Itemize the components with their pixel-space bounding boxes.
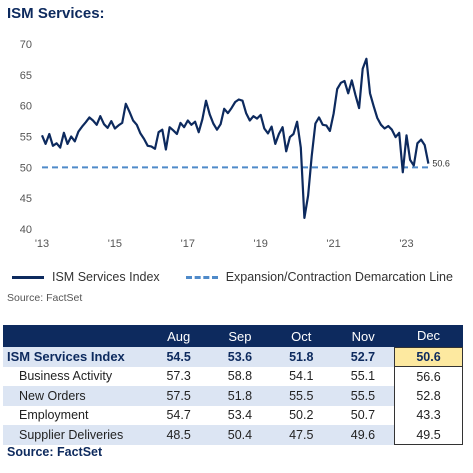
y-tick-label: 70 xyxy=(20,39,32,51)
x-tick-label: '21 xyxy=(326,238,340,250)
table-cell: 51.8 xyxy=(270,347,332,367)
y-tick-label: 55 xyxy=(20,132,32,144)
table-cell-latest: 52.8 xyxy=(394,386,463,406)
table-cell: 47.5 xyxy=(270,425,332,445)
table-cell: 55.1 xyxy=(350,369,376,384)
table-cell: 50.4 xyxy=(209,425,271,445)
table-row: Employment 54.7 53.4 50.2 50.7 43.3 xyxy=(3,405,463,425)
table-cell: 55.5 xyxy=(331,386,395,406)
table-cell: 49.6 xyxy=(331,425,395,445)
ism-services-index-line xyxy=(40,57,430,219)
y-axis: 40 45 50 55 60 65 70 xyxy=(20,39,32,236)
table-cell: 51.8 xyxy=(209,386,271,406)
table-cell: 54.5 xyxy=(148,347,210,367)
y-tick-label: 65 xyxy=(20,70,32,82)
table-cell: 50.2 xyxy=(289,408,314,423)
row-label: Business Activity xyxy=(19,369,113,384)
table-row: New Orders 57.5 51.8 55.5 55.5 52.8 xyxy=(3,386,463,406)
line-chart: 40 45 50 55 60 65 70 '13 '15 '17 '19 '21 '23 50.6 xyxy=(20,39,450,250)
row-label: Employment xyxy=(19,408,89,423)
table-header-aug: Aug xyxy=(148,325,210,347)
table-row: Business Activity 57.3 58.8 54.1 55.1 56… xyxy=(3,366,463,386)
x-tick-label: '17 xyxy=(181,238,195,250)
table-cell: 57.3 xyxy=(166,369,191,384)
table-row: ISM Services Index 54.5 53.6 51.8 52.7 5… xyxy=(3,346,463,367)
table-cell-latest: 49.5 xyxy=(394,425,463,445)
y-tick-label: 40 xyxy=(20,224,32,236)
legend-item-demarcation: Expansion/Contraction Demarcation Line xyxy=(160,270,453,284)
legend: ISM Services Index Expansion/Contraction… xyxy=(12,269,453,285)
table-header-sep: Sep xyxy=(209,325,271,347)
table-cell: 53.4 xyxy=(227,408,253,423)
table-header-nov: Nov xyxy=(331,325,395,347)
x-tick-label: '23 xyxy=(399,238,413,250)
table-cell: 57.5 xyxy=(148,386,210,406)
table-source: Source: FactSet xyxy=(7,445,103,459)
table-header-row: Aug Sep Oct Nov Dec xyxy=(3,325,463,347)
x-tick-label: '19 xyxy=(254,238,268,250)
y-tick-label: 60 xyxy=(20,101,32,113)
legend-label-demarcation: Expansion/Contraction Demarcation Line xyxy=(225,270,453,284)
table-cell: 48.5 xyxy=(148,425,210,445)
chart-source: Source: FactSet xyxy=(7,292,83,304)
legend-label-index: ISM Services Index xyxy=(52,270,160,284)
y-tick-label: 50 xyxy=(20,162,32,174)
chart-title: ISM Services: xyxy=(7,5,105,22)
ism-components-table: Aug Sep Oct Nov Dec ISM Services Index 5… xyxy=(3,325,463,445)
table-row: Supplier Deliveries 48.5 50.4 47.5 49.6 … xyxy=(3,425,463,445)
table-cell: 52.7 xyxy=(331,347,395,367)
table-cell: 50.7 xyxy=(350,408,376,423)
table-header-oct: Oct xyxy=(270,325,332,347)
row-label: ISM Services Index xyxy=(3,347,148,367)
table-cell: 55.5 xyxy=(270,386,332,406)
table-header-corner xyxy=(3,325,148,347)
table-cell-latest: 50.6 xyxy=(394,346,463,367)
x-axis: '13 '15 '17 '19 '21 '23 xyxy=(35,238,414,250)
legend-swatch-dashed xyxy=(185,275,218,279)
table-cell-latest: 43.3 xyxy=(394,405,463,425)
x-tick-label: '13 xyxy=(35,238,49,250)
legend-item-index: ISM Services Index xyxy=(12,270,160,284)
table-cell: 54.1 xyxy=(289,369,314,384)
end-value-label: 50.6 xyxy=(432,159,450,169)
x-tick-label: '15 xyxy=(108,238,122,250)
y-tick-label: 45 xyxy=(20,193,32,205)
table-cell-latest: 56.6 xyxy=(394,366,463,386)
row-label: New Orders xyxy=(3,386,148,406)
table-cell: 58.8 xyxy=(227,369,253,384)
legend-swatch-solid xyxy=(12,275,44,279)
row-label: Supplier Deliveries xyxy=(3,425,148,445)
table-cell: 54.7 xyxy=(166,408,191,423)
table-cell: 53.6 xyxy=(209,347,271,367)
table-header-dec: Dec xyxy=(394,325,463,347)
